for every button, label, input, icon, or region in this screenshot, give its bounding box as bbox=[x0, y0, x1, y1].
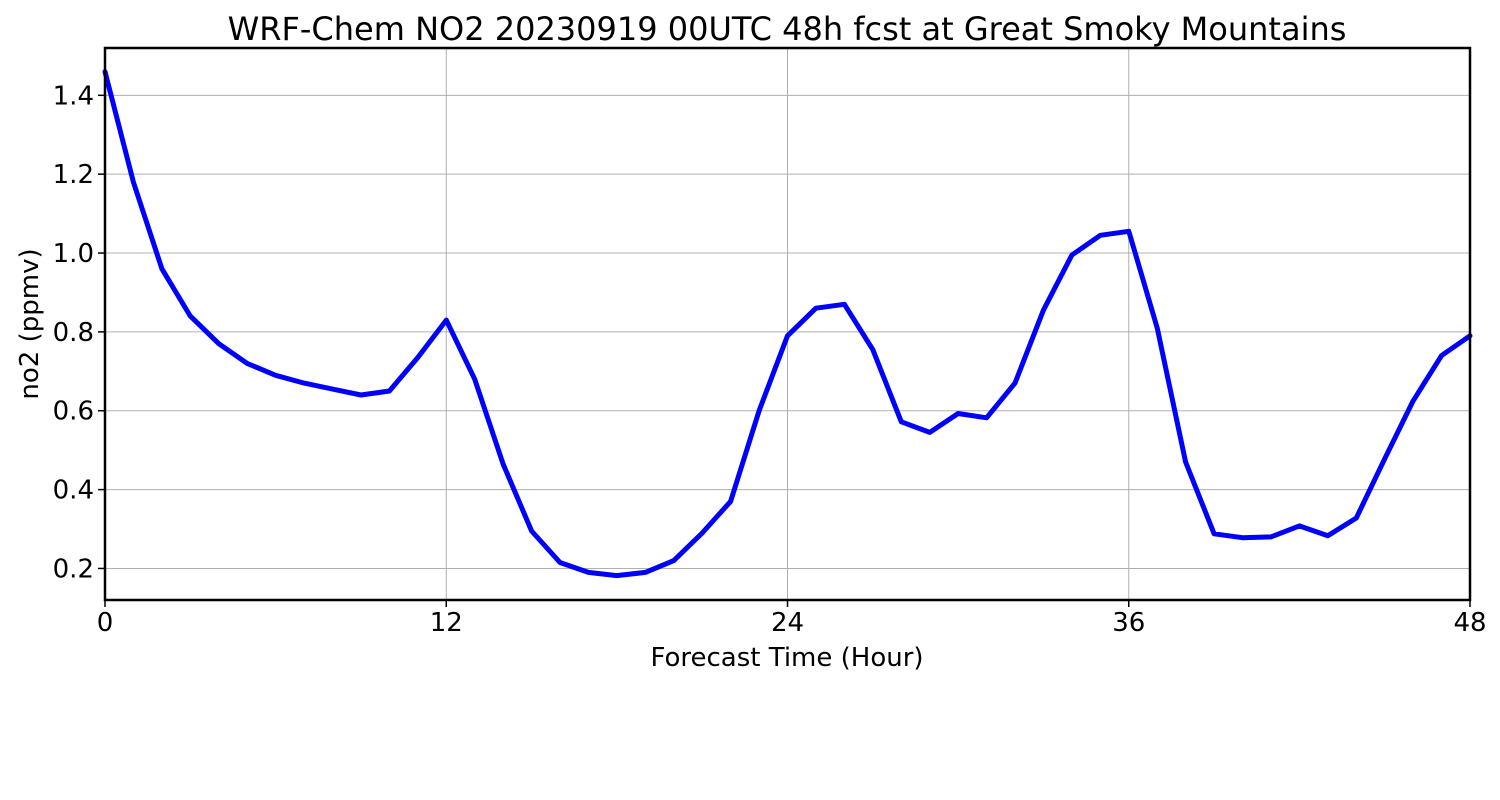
x-tick-label: 0 bbox=[97, 608, 114, 638]
y-tick-label: 1.4 bbox=[53, 81, 94, 111]
plot-area bbox=[102, 69, 1473, 579]
x-tick-label: 12 bbox=[430, 608, 463, 638]
y-tick-label: 1.0 bbox=[53, 239, 94, 269]
y-tick-label: 1.2 bbox=[53, 160, 94, 190]
y-tick-label: 0.2 bbox=[53, 554, 94, 584]
x-axis-label: Forecast Time (Hour) bbox=[650, 643, 923, 673]
x-tick-label: 48 bbox=[1453, 608, 1486, 638]
y-tick-label: 0.4 bbox=[53, 476, 94, 506]
y-axis-label: no2 (ppmv) bbox=[15, 248, 45, 399]
x-tick-label: 36 bbox=[1112, 608, 1145, 638]
axis-ticks: 0 12 24 36 48 0.2 0.4 0.6 0.8 1.0 1.2 1.4 bbox=[53, 81, 1487, 638]
y-tick-label: 0.8 bbox=[53, 318, 94, 348]
chart-title: WRF-Chem NO2 20230919 00UTC 48h fcst at … bbox=[228, 10, 1347, 48]
y-tick-label: 0.6 bbox=[53, 397, 94, 427]
no2-series-line bbox=[102, 69, 1473, 579]
x-tick-label: 24 bbox=[771, 608, 804, 638]
grid bbox=[104, 48, 1471, 600]
